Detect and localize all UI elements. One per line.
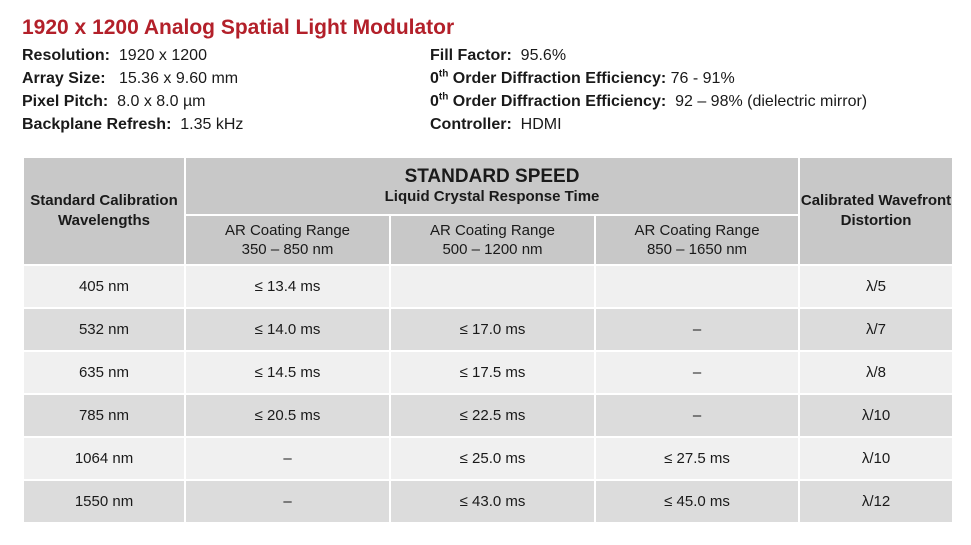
- spec-label-superscript: th: [438, 68, 449, 80]
- cell-range-3: ≤ 45.0 ms: [593, 479, 801, 524]
- spec-label: Pixel Pitch:: [22, 93, 109, 110]
- header-standard-speed: STANDARD SPEED Liquid Crystal Response T…: [183, 156, 801, 216]
- cell-range-3: –: [593, 307, 801, 352]
- cell-range-2: [389, 264, 596, 309]
- ar-range-label: AR Coating Range: [429, 222, 556, 239]
- cell-range-1: –: [184, 479, 391, 524]
- cell-range-2: ≤ 25.0 ms: [389, 436, 596, 481]
- page-title: 1920 x 1200 Analog Spatial Light Modulat…: [22, 16, 455, 39]
- spec-label-order: 0: [430, 93, 439, 110]
- header-ar-range-3: AR Coating Range 850 – 1650 nm: [593, 214, 801, 266]
- spec-label: 0th Order Diffraction Efficiency:: [430, 68, 667, 87]
- spec-array-size: Array Size: 15.36 x 9.60 mm: [22, 67, 243, 90]
- ar-range-label: AR Coating Range: [634, 222, 760, 239]
- cell-range-3: ≤ 27.5 ms: [593, 436, 801, 481]
- cell-range-1: ≤ 13.4 ms: [184, 264, 391, 309]
- spec-label: Fill Factor:: [430, 47, 512, 64]
- table-row: 635 nm ≤ 14.5 ms ≤ 17.5 ms – λ/8: [22, 350, 955, 395]
- cell-range-1: –: [184, 436, 391, 481]
- spec-label: Controller:: [430, 116, 512, 133]
- ar-range-value: 850 – 1650 nm: [646, 241, 748, 258]
- spec-fill-factor: Fill Factor: 95.6%: [430, 44, 867, 67]
- spec-backplane-refresh: Backplane Refresh: 1.35 kHz: [22, 113, 243, 136]
- spec-label: Array Size:: [22, 70, 106, 87]
- cell-wavelength: 1064 nm: [22, 436, 186, 481]
- header-calibration-wavelengths: Standard Calibration Wavelengths: [22, 156, 186, 266]
- cell-range-3: –: [593, 350, 801, 395]
- cell-distortion: λ/8: [798, 350, 955, 395]
- cell-range-2: ≤ 17.0 ms: [389, 307, 596, 352]
- header-ar-range-1: AR Coating Range 350 – 850 nm: [184, 214, 391, 266]
- header-wavefront-distortion: Calibrated Wavefront Distortion: [798, 156, 955, 266]
- spec-pixel-pitch: Pixel Pitch: 8.0 x 8.0 µm: [22, 90, 243, 113]
- ar-range-value: 500 – 1200 nm: [442, 241, 543, 258]
- table-row: 1550 nm – ≤ 43.0 ms ≤ 45.0 ms λ/12: [22, 479, 955, 524]
- table-row: 1064 nm – ≤ 25.0 ms ≤ 27.5 ms λ/10: [22, 436, 955, 481]
- spec-value: HDMI: [520, 116, 562, 133]
- spec-value: 76 - 91%: [670, 70, 735, 87]
- response-time-table: Standard Calibration Wavelengths STANDAR…: [22, 156, 955, 524]
- cell-range-3: –: [593, 393, 801, 438]
- cell-wavelength: 405 nm: [22, 264, 186, 309]
- spec-controller: Controller: HDMI: [430, 113, 867, 136]
- spec-label-superscript: th: [438, 91, 449, 103]
- spec-value: 15.36 x 9.60 mm: [118, 70, 239, 87]
- specs-left: Resolution: 1920 x 1200 Array Size: 15.3…: [22, 44, 243, 136]
- cell-distortion: λ/10: [798, 393, 955, 438]
- spec-label: Backplane Refresh:: [22, 116, 172, 133]
- spec-label-text: Order Diffraction Efficiency:: [448, 93, 667, 110]
- cell-range-3: [593, 264, 801, 309]
- spec-value: 1920 x 1200: [118, 47, 207, 64]
- cell-distortion: λ/7: [798, 307, 955, 352]
- cell-range-2: ≤ 17.5 ms: [389, 350, 596, 395]
- spec-resolution: Resolution: 1920 x 1200: [22, 44, 243, 67]
- table-row: 405 nm ≤ 13.4 ms λ/5: [22, 264, 955, 309]
- table-row: 532 nm ≤ 14.0 ms ≤ 17.0 ms – λ/7: [22, 307, 955, 352]
- table-row: 785 nm ≤ 20.5 ms ≤ 22.5 ms – λ/10: [22, 393, 955, 438]
- ar-range-value: 350 – 850 nm: [241, 241, 334, 258]
- cell-range-2: ≤ 43.0 ms: [389, 479, 596, 524]
- header-response-time: Liquid Crystal Response Time: [384, 188, 600, 205]
- cell-range-1: ≤ 20.5 ms: [184, 393, 391, 438]
- spec-label: Resolution:: [22, 47, 110, 64]
- header-standard-speed-title: STANDARD SPEED: [404, 166, 580, 187]
- spec-label-text: Order Diffraction Efficiency:: [448, 70, 667, 87]
- cell-wavelength: 635 nm: [22, 350, 186, 395]
- spec-label-order: 0: [430, 70, 439, 87]
- cell-wavelength: 532 nm: [22, 307, 186, 352]
- cell-wavelength: 785 nm: [22, 393, 186, 438]
- ar-range-label: AR Coating Range: [224, 222, 351, 239]
- cell-distortion: λ/10: [798, 436, 955, 481]
- specs-right: Fill Factor: 95.6% 0th Order Diffraction…: [430, 44, 867, 136]
- spec-diffraction-efficiency: 0th Order Diffraction Efficiency: 76 - 9…: [430, 67, 867, 90]
- spec-value: 1.35 kHz: [180, 116, 244, 133]
- cell-distortion: λ/12: [798, 479, 955, 524]
- header-ar-range-2: AR Coating Range 500 – 1200 nm: [389, 214, 596, 266]
- cell-range-1: ≤ 14.0 ms: [184, 307, 391, 352]
- spec-value: 92 – 98% (dielectric mirror): [675, 93, 868, 110]
- spec-diffraction-efficiency-dielectric: 0th Order Diffraction Efficiency: 92 – 9…: [430, 90, 867, 113]
- spec-label: 0th Order Diffraction Efficiency:: [430, 91, 667, 110]
- cell-distortion: λ/5: [798, 264, 955, 309]
- cell-range-2: ≤ 22.5 ms: [389, 393, 596, 438]
- cell-range-1: ≤ 14.5 ms: [184, 350, 391, 395]
- spec-value: 95.6%: [520, 47, 567, 64]
- spec-value: 8.0 x 8.0 µm: [117, 93, 206, 110]
- cell-wavelength: 1550 nm: [22, 479, 186, 524]
